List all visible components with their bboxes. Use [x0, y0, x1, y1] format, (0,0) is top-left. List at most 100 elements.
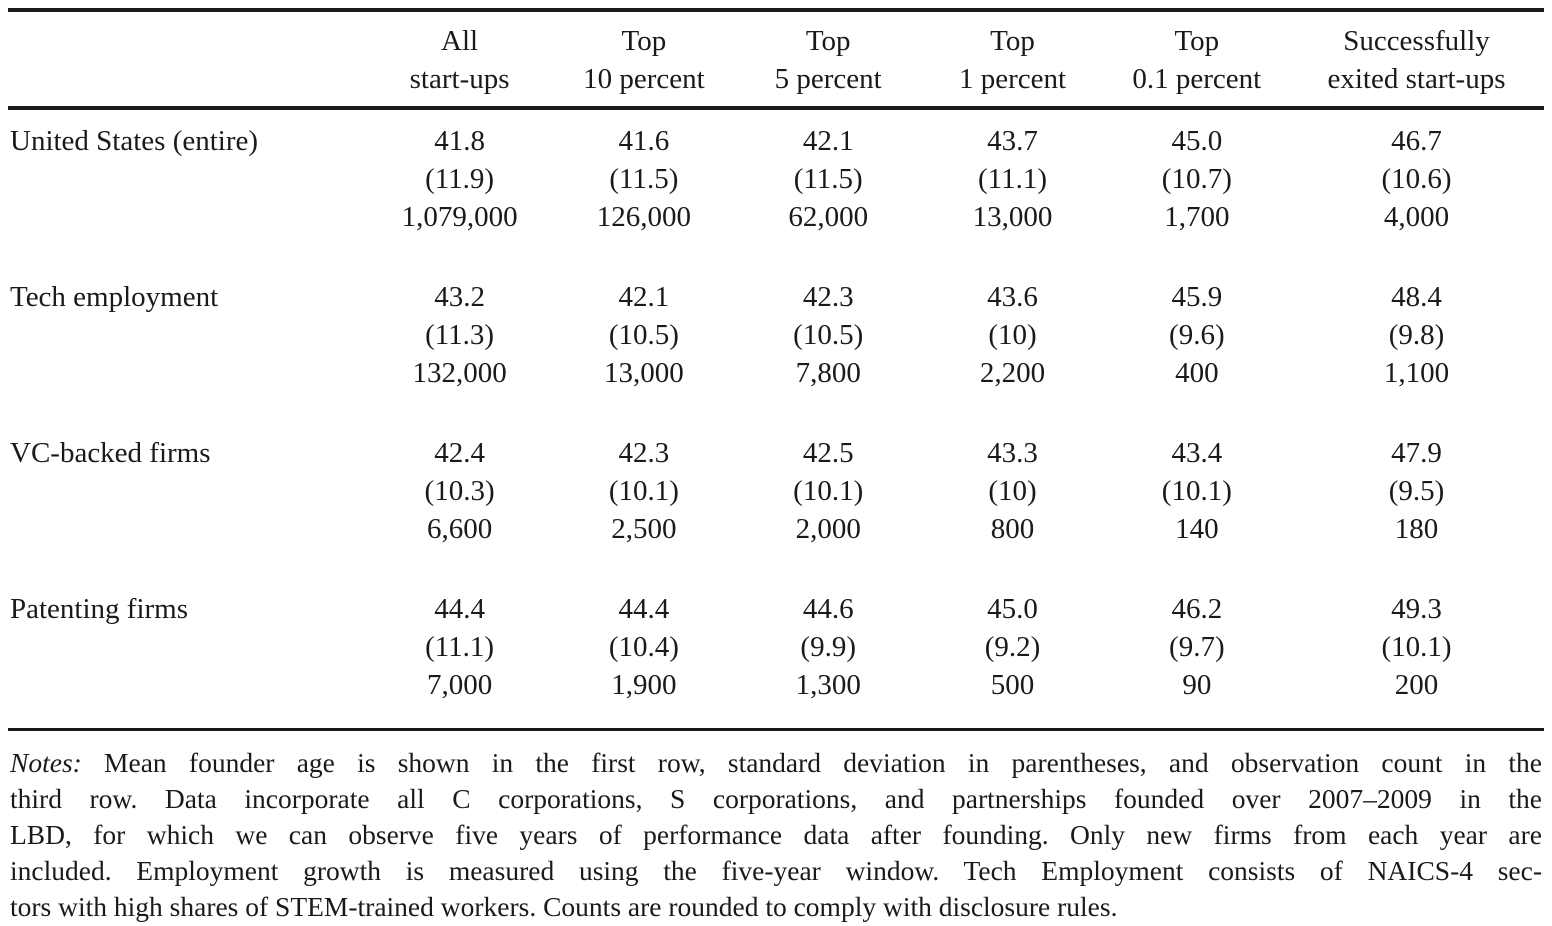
cell-mean: 43.3 [987, 437, 1038, 469]
header-line: Top [805, 25, 851, 57]
cell-count: 200 [1394, 669, 1439, 701]
cell-mean: 43.4 [1171, 437, 1223, 469]
cell-sd: (10.1) [793, 475, 864, 507]
cell-sd: (11.1) [978, 163, 1048, 195]
cell-count: 62,000 [788, 201, 869, 233]
header-successfully-exited: Successfully exited start-ups [1288, 10, 1544, 110]
notes-line: included. Employment growth is measured … [10, 855, 1542, 886]
table-row-mean: Patenting firms 44.4 44.4 44.6 45.0 46.2… [8, 578, 1544, 628]
header-line: 1 percent [958, 63, 1067, 95]
table-row-sd: (11.3) (10.5) (10.5) (10) (9.6) (9.8) [8, 316, 1544, 354]
cell-mean: 42.1 [618, 281, 670, 313]
cell-sd: (10) [988, 319, 1037, 351]
cell-count: 6,600 [426, 513, 493, 545]
cell-sd: (10.6) [1381, 163, 1452, 195]
cell-count: 1,900 [611, 669, 677, 701]
header-line: Top [621, 25, 667, 57]
cell-count: 1,100 [1383, 357, 1450, 389]
row-label-vc-backed-firms: VC-backed firms [10, 437, 211, 469]
cell-count: 180 [1394, 513, 1439, 545]
table-header: All start-ups Top 10 percent Top 5 perce… [8, 10, 1544, 110]
header-top-1-percent: Top 1 percent [920, 10, 1105, 110]
cell-mean: 42.5 [802, 437, 854, 469]
founder-age-table: All start-ups Top 10 percent Top 5 perce… [8, 8, 1544, 731]
cell-count: 1,079,000 [401, 201, 518, 233]
header-line: Top [1174, 25, 1220, 57]
header-line: Top [990, 25, 1035, 57]
table-row-mean: Tech employment 43.2 42.1 42.3 43.6 45.9… [8, 266, 1544, 316]
cell-count: 4,000 [1383, 201, 1450, 233]
cell-mean: 43.2 [434, 281, 485, 313]
cell-count: 132,000 [412, 357, 507, 389]
table-row-sd: (11.1) (10.4) (9.9) (9.2) (9.7) (10.1) [8, 628, 1544, 666]
table-row-count: 1,079,000 126,000 62,000 13,000 1,700 4,… [8, 198, 1544, 236]
cell-mean: 43.6 [987, 281, 1038, 313]
cell-mean: 42.4 [434, 437, 485, 469]
header-all-startups: All start-ups [367, 10, 552, 110]
cell-count: 500 [990, 669, 1035, 701]
cell-mean: 48.4 [1391, 281, 1442, 313]
group-spacer [8, 392, 1544, 422]
cell-mean: 42.3 [802, 281, 854, 313]
cell-count: 1,700 [1164, 201, 1230, 233]
header-line: Successfully [1343, 25, 1490, 57]
cell-mean: 44.6 [802, 593, 854, 625]
cell-sd: (9.5) [1388, 475, 1445, 507]
table-row-count: 132,000 13,000 7,800 2,200 400 1,100 [8, 354, 1544, 392]
cell-sd: (9.7) [1169, 631, 1225, 663]
cell-mean: 41.6 [618, 125, 670, 157]
cell-mean: 41.8 [434, 125, 485, 157]
cell-sd: (11.3) [425, 319, 495, 351]
cell-count: 90 [1182, 669, 1212, 701]
cell-sd: (10.1) [1161, 475, 1232, 507]
cell-count: 140 [1175, 513, 1219, 545]
row-label-tech-employment: Tech employment [10, 281, 219, 313]
table-end-spacer [8, 704, 1544, 730]
cell-count: 7,800 [795, 357, 861, 389]
cell-count: 2,000 [795, 513, 861, 545]
cell-mean: 45.0 [987, 593, 1038, 625]
group-spacer [8, 548, 1544, 578]
cell-sd: (11.1) [425, 631, 495, 663]
cell-mean: 44.4 [618, 593, 670, 625]
table-row-sd: (11.9) (11.5) (11.5) (11.1) (10.7) (10.6… [8, 160, 1544, 198]
group-spacer [8, 236, 1544, 266]
cell-sd: (10.7) [1161, 163, 1232, 195]
cell-mean: 46.7 [1391, 125, 1442, 157]
header-empty [8, 10, 368, 110]
table-row-mean: United States (entire) 41.8 41.6 42.1 43… [8, 108, 1544, 160]
header-line: exited start-ups [1327, 63, 1506, 95]
cell-sd: (10) [988, 475, 1037, 507]
cell-mean: 43.7 [987, 125, 1038, 157]
notes-line: LBD, for which we can observe five years… [10, 819, 1542, 850]
cell-count: 400 [1175, 357, 1219, 389]
header-top-5-percent: Top 5 percent [736, 10, 921, 110]
cell-sd: (11.5) [609, 163, 679, 195]
cell-mean: 45.0 [1171, 125, 1223, 157]
cell-mean: 42.3 [618, 437, 670, 469]
cell-mean: 42.1 [802, 125, 854, 157]
table-row-count: 7,000 1,900 1,300 500 90 200 [8, 666, 1544, 704]
cell-sd: (10.4) [608, 631, 679, 663]
cell-sd: (10.5) [608, 319, 679, 351]
header-line: 10 percent [583, 63, 705, 95]
header-top-01-percent: Top 0.1 percent [1104, 10, 1289, 110]
notes-line: tors with high shares of STEM-trained wo… [10, 891, 1118, 922]
row-label-patenting-firms: Patenting firms [10, 593, 189, 625]
cell-mean: 46.2 [1171, 593, 1223, 625]
cell-sd: (9.9) [800, 631, 856, 663]
notes-line: third row. Data incorporate all C corpor… [10, 783, 1542, 814]
cell-count: 13,000 [972, 201, 1053, 233]
notes-line: Notes: Mean founder age is shown in the … [10, 745, 1542, 781]
cell-sd: (9.2) [984, 631, 1041, 663]
cell-sd: (9.8) [1388, 319, 1445, 351]
cell-sd: (10.3) [424, 475, 495, 507]
cell-mean: 44.4 [434, 593, 485, 625]
cell-sd: (9.6) [1169, 319, 1225, 351]
header-line: All [441, 25, 479, 57]
cell-count: 1,300 [795, 669, 861, 701]
table-row-count: 6,600 2,500 2,000 800 140 180 [8, 510, 1544, 548]
cell-sd: (10.5) [793, 319, 864, 351]
cell-count: 126,000 [596, 201, 692, 233]
